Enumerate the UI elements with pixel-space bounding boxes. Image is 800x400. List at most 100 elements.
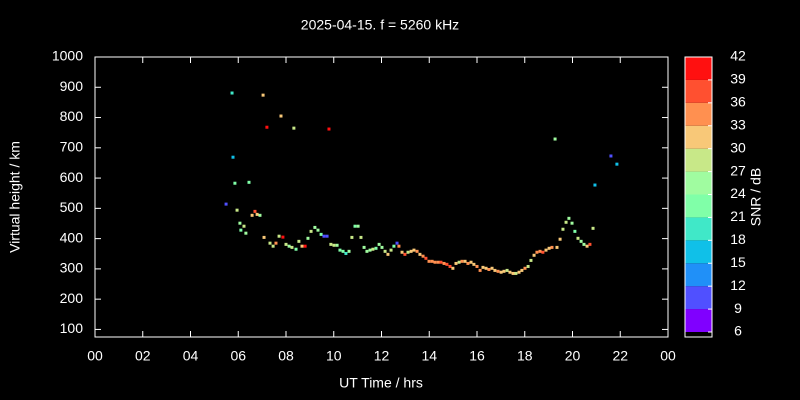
colorbar-tick-label: 24 (730, 185, 746, 201)
data-point (481, 265, 485, 269)
data-point (475, 264, 479, 268)
colorbar-swatch (685, 309, 712, 332)
data-point (508, 270, 512, 274)
y-axis-label: Virtual height / km (7, 141, 23, 253)
colorbar-swatch (685, 286, 712, 310)
data-point (386, 252, 390, 256)
x-tick-label: 16 (469, 348, 485, 364)
data-point (383, 249, 387, 253)
data-point (294, 247, 298, 251)
x-tick-label: 10 (326, 348, 342, 364)
data-point (374, 246, 378, 250)
data-point (244, 231, 248, 235)
colorbar-tick-label: 15 (730, 254, 746, 270)
data-point (356, 224, 360, 228)
data-point (292, 126, 296, 130)
chart-title: 2025-04-15. f = 5260 kHz (301, 17, 459, 33)
x-tick-label: 12 (374, 348, 390, 364)
data-point (329, 242, 333, 246)
data-point (490, 266, 494, 270)
data-point (564, 220, 568, 224)
data-point (365, 249, 369, 253)
data-point (306, 236, 310, 240)
x-tick-label: 06 (230, 348, 246, 364)
data-point (505, 268, 509, 272)
x-tick-label: 08 (278, 348, 294, 364)
data-point (573, 229, 577, 233)
colorbar-tick-label: 12 (730, 277, 746, 293)
plot-frame (94, 56, 669, 338)
y-tick-label: 100 (60, 320, 84, 336)
data-point (238, 221, 242, 225)
colorbar-swatch (685, 171, 712, 195)
data-point (418, 252, 422, 256)
colorbar-tick-label: 33 (730, 116, 746, 132)
colorbar-swatch (685, 263, 712, 287)
data-point (469, 260, 473, 264)
data-point (472, 262, 476, 266)
data-point (412, 248, 416, 252)
data-point (325, 234, 329, 238)
colorbar-swatch (685, 79, 712, 103)
data-point (576, 236, 580, 240)
data-point (454, 261, 458, 265)
data-point (350, 235, 354, 239)
data-point (593, 183, 597, 187)
data-point (550, 245, 554, 249)
colorbar-tick-label: 18 (730, 231, 746, 247)
colorbar-label: SNR / dB (748, 168, 764, 226)
x-tick-label: 04 (183, 348, 199, 364)
x-tick-label: 18 (517, 348, 533, 364)
colorbar-tick-label: 21 (730, 208, 746, 224)
data-point (262, 235, 266, 239)
data-point (523, 266, 527, 270)
data-point (406, 250, 410, 254)
y-tick-label: 600 (60, 169, 84, 185)
data-point (242, 224, 246, 228)
data-point (231, 155, 235, 159)
x-axis-label: UT Time / hrs (339, 375, 423, 391)
data-point (478, 268, 482, 272)
data-point (496, 269, 500, 273)
data-point (400, 250, 404, 254)
colorbar-swatch (685, 125, 712, 149)
data-point (487, 267, 491, 271)
data-point (415, 249, 419, 253)
data-point (511, 271, 515, 275)
data-point (230, 91, 234, 95)
colorbar-tick-label: 36 (730, 94, 746, 110)
data-point (322, 234, 326, 238)
data-point (544, 248, 548, 252)
data-point (332, 243, 336, 247)
data-point (335, 243, 339, 247)
data-point (309, 229, 313, 233)
data-point (448, 264, 452, 268)
colorbar-swatch (685, 57, 712, 80)
data-point (247, 180, 251, 184)
data-point (553, 137, 557, 141)
data-point (281, 235, 285, 239)
data-point (529, 258, 533, 262)
data-point (338, 248, 342, 252)
data-point (532, 253, 536, 257)
data-point (493, 268, 497, 272)
colorbar-swatch (685, 148, 712, 172)
data-point (347, 249, 351, 253)
data-point (255, 212, 259, 216)
data-point (224, 202, 228, 206)
x-tick-label: 00 (87, 348, 103, 364)
data-point (300, 244, 304, 248)
y-tick-label: 900 (60, 78, 84, 94)
data-point (535, 250, 539, 254)
data-point (585, 244, 589, 248)
data-point (430, 259, 434, 263)
data-point (591, 226, 595, 230)
data-point (341, 249, 345, 253)
y-tick-label: 700 (60, 139, 84, 155)
data-point (526, 264, 530, 268)
data-point (433, 260, 437, 264)
x-tick-label: 20 (565, 348, 581, 364)
data-point (290, 245, 294, 249)
x-tick-label: 02 (135, 348, 151, 364)
data-point (380, 245, 384, 249)
